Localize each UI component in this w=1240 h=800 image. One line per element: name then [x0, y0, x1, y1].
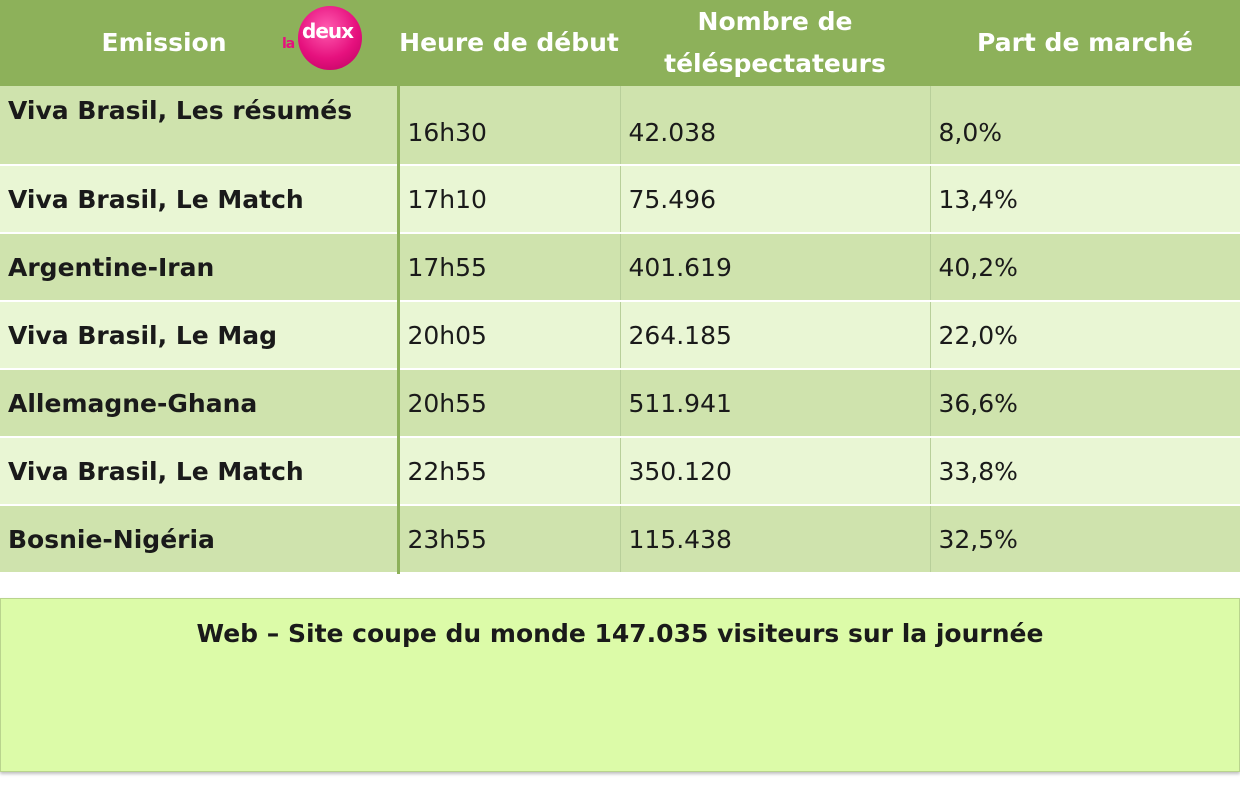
cell-nombre: 264.185: [620, 301, 931, 370]
cell-nombre: 42.038: [620, 86, 931, 166]
cell-emission: Bosnie-Nigéria: [0, 505, 400, 574]
cell-emission: Viva Brasil, Les résumés: [0, 86, 400, 166]
cell-part: 13,4%: [930, 165, 1240, 234]
cell-emission: Viva Brasil, Le Match: [0, 437, 400, 506]
table-row: Allemagne-Ghana 20h55 511.941 36,6%: [0, 369, 1240, 438]
cell-part: 36,6%: [930, 369, 1240, 438]
table-row: Viva Brasil, Le Match 22h55 350.120 33,8…: [0, 437, 1240, 506]
web-summary-text: Web – Site coupe du monde 147.035 visite…: [196, 619, 1044, 648]
cell-nombre: 350.120: [620, 437, 931, 506]
cell-emission: Viva Brasil, Le Match: [0, 165, 400, 234]
cell-heure: 20h05: [398, 301, 621, 370]
cell-part: 32,5%: [930, 505, 1240, 574]
cell-nombre: 115.438: [620, 505, 931, 574]
cell-part: 40,2%: [930, 233, 1240, 302]
cell-part: 8,0%: [930, 86, 1240, 166]
cell-part: 33,8%: [930, 437, 1240, 506]
table-row: Viva Brasil, Le Mag 20h05 264.185 22,0%: [0, 301, 1240, 370]
table-row: Argentine-Iran 17h55 401.619 40,2%: [0, 233, 1240, 302]
web-summary-box: Web – Site coupe du monde 147.035 visite…: [0, 598, 1240, 772]
cell-emission: Argentine-Iran: [0, 233, 400, 302]
header-row: Emission la deux Heure de début Nombre d…: [0, 0, 1240, 86]
cell-heure: 23h55: [398, 505, 621, 574]
cell-part: 22,0%: [930, 301, 1240, 370]
header-nombre-line1: Nombre de: [697, 7, 853, 36]
table-row: Viva Brasil, Les résumés 16h30 42.038 8,…: [0, 86, 1240, 166]
header-heure: Heure de début: [398, 0, 620, 86]
cell-nombre: 401.619: [620, 233, 931, 302]
table-header: Emission la deux Heure de début Nombre d…: [0, 0, 1240, 86]
cell-nombre: 511.941: [620, 369, 931, 438]
cell-heure: 16h30: [398, 86, 621, 166]
cell-heure: 22h55: [398, 437, 621, 506]
cell-nombre: 75.496: [620, 165, 931, 234]
header-nombre-line2: téléspectateurs: [664, 49, 886, 78]
header-nombre: Nombre de téléspectateurs: [620, 0, 930, 86]
header-emission: Emission la deux: [0, 0, 398, 86]
audience-table: Emission la deux Heure de début Nombre d…: [0, 0, 1240, 574]
header-emission-label: Emission: [101, 28, 227, 57]
audience-table-container: Emission la deux Heure de début Nombre d…: [0, 0, 1240, 574]
header-part: Part de marché: [930, 0, 1240, 86]
table-row: Viva Brasil, Le Match 17h10 75.496 13,4%: [0, 165, 1240, 234]
cell-emission: Allemagne-Ghana: [0, 369, 400, 438]
table-body: Viva Brasil, Les résumés 16h30 42.038 8,…: [0, 86, 1240, 574]
cell-heure: 17h55: [398, 233, 621, 302]
ladeux-logo-icon: la deux: [272, 6, 368, 70]
cell-heure: 17h10: [398, 165, 621, 234]
cell-heure: 20h55: [398, 369, 621, 438]
cell-emission: Viva Brasil, Le Mag: [0, 301, 400, 370]
table-row: Bosnie-Nigéria 23h55 115.438 32,5%: [0, 505, 1240, 574]
